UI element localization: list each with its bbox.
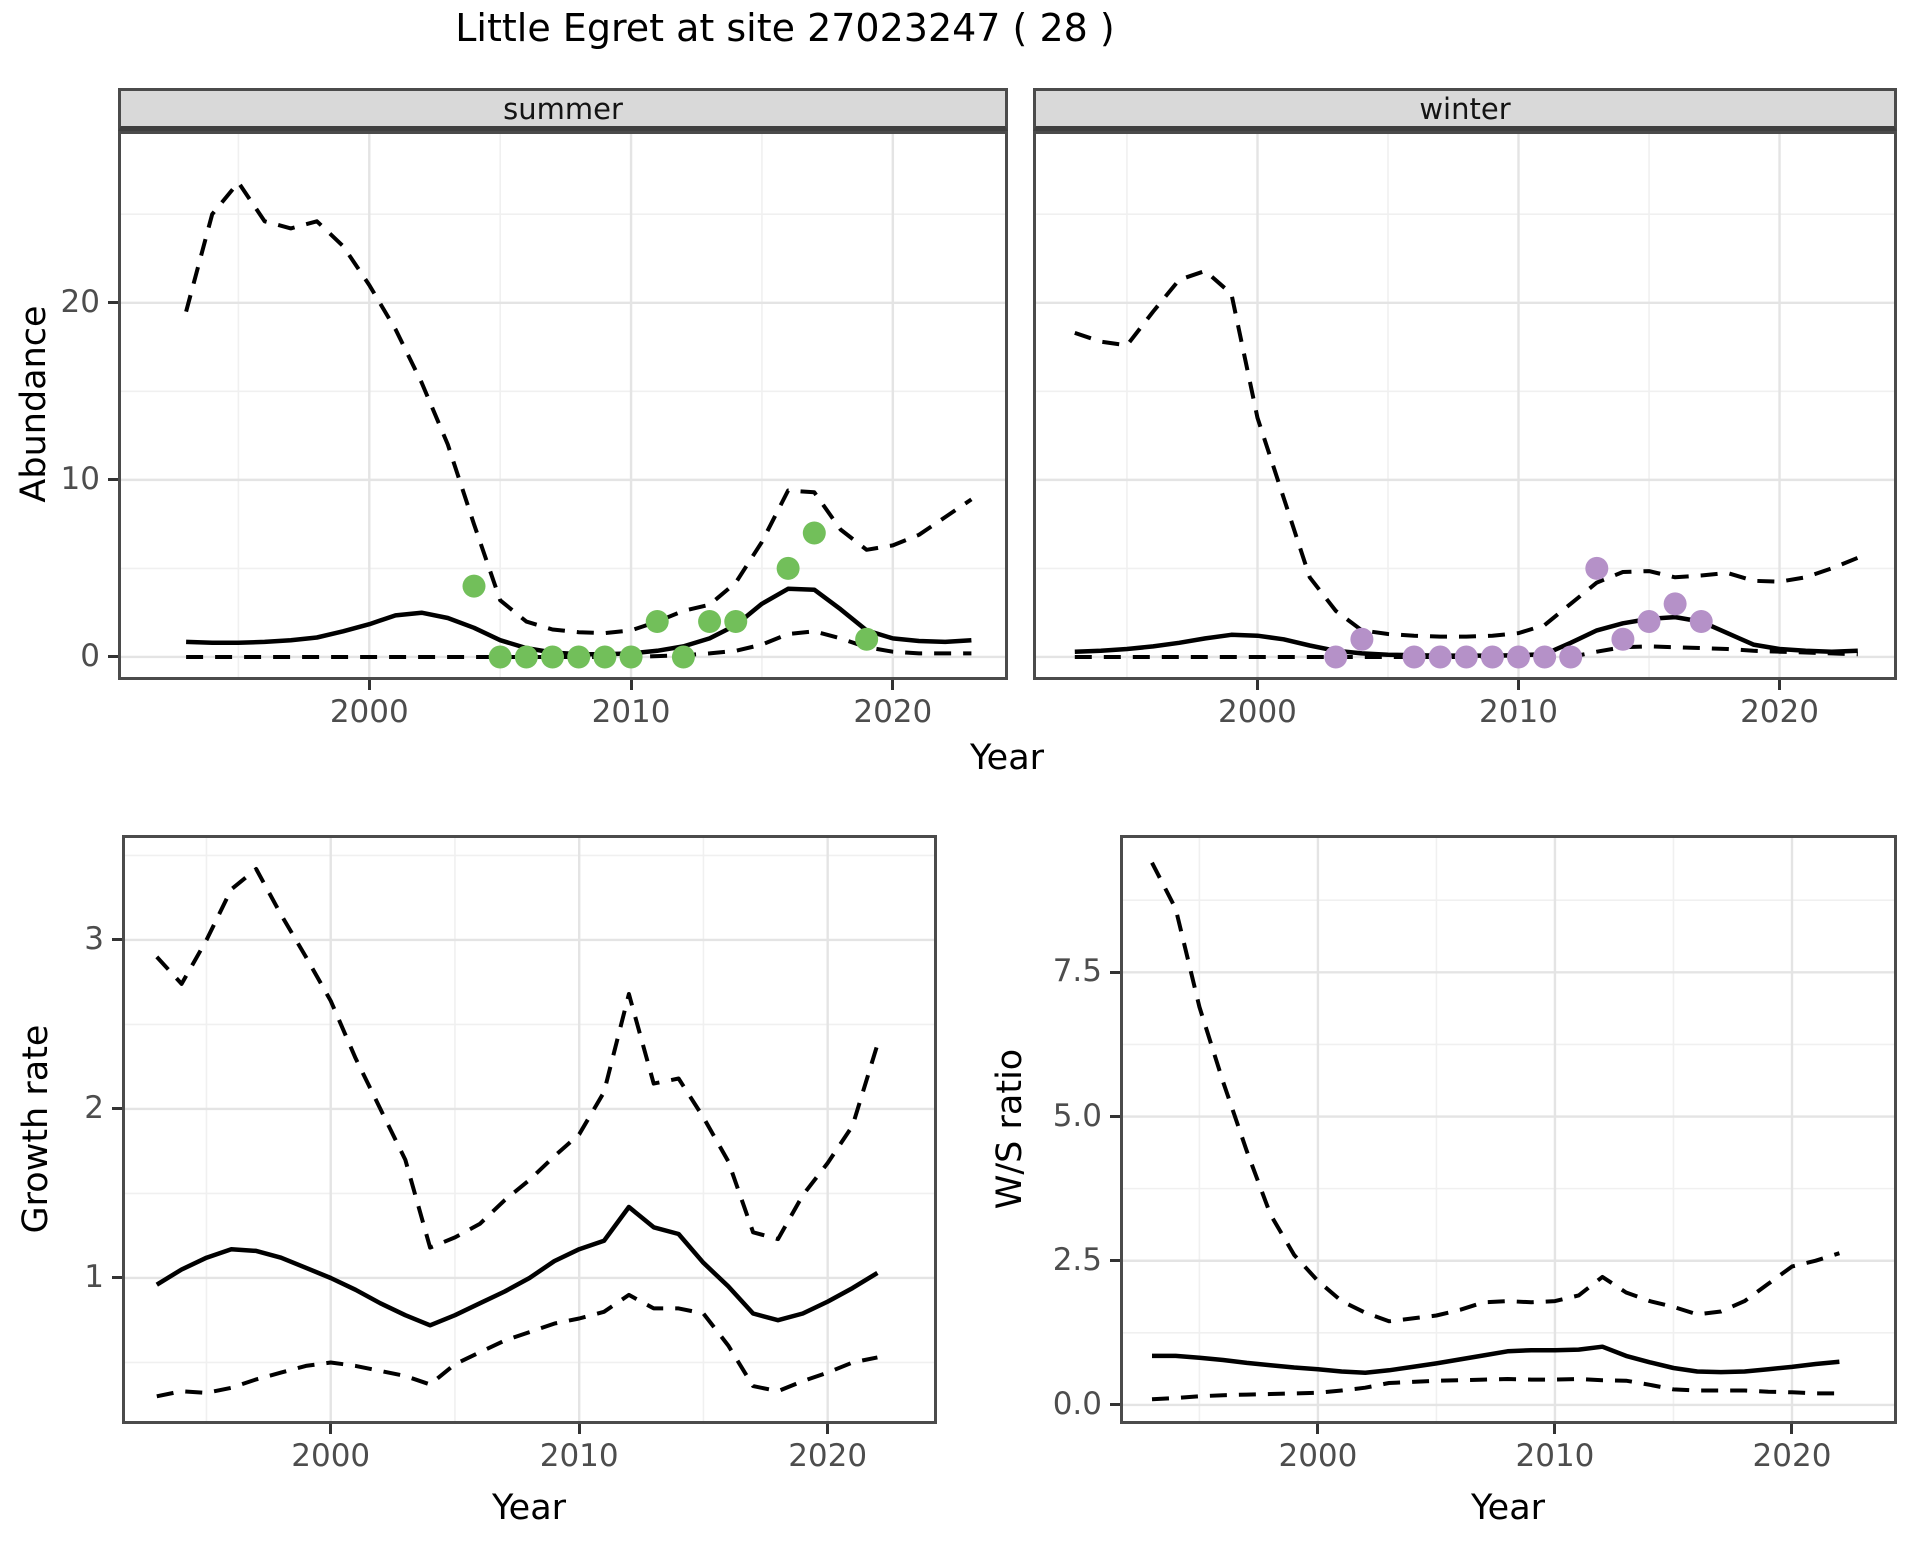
y-tick-label: 7.5 (1052, 953, 1102, 990)
y-tick-label: 3 (84, 920, 104, 957)
facet-strip-summer: summer (118, 88, 1008, 131)
data-point (1402, 645, 1426, 669)
series-fit-line (155, 1204, 879, 1328)
y-tick-mark (112, 1276, 122, 1280)
y-tick-label: 5.0 (1052, 1097, 1102, 1134)
y-tick-mark (108, 301, 118, 305)
data-point (1350, 627, 1374, 651)
y-tick-label: 10 (60, 460, 100, 497)
data-point (1428, 645, 1452, 669)
y-tick-mark (1110, 1403, 1120, 1407)
y-tick-label: 2 (84, 1089, 104, 1126)
series-upper-ci-line (1074, 268, 1859, 639)
series-upper-ci-line (184, 180, 973, 636)
data-point (698, 610, 722, 634)
x-tick-label: 2010 (591, 694, 671, 730)
x-tick-label: 2000 (291, 1438, 371, 1474)
x-tick-label: 2010 (539, 1438, 619, 1474)
data-point (619, 645, 643, 669)
panel-abundance-winter (1033, 131, 1897, 680)
x-tick-label: 2000 (1278, 1438, 1358, 1474)
x-tick-label: 2020 (788, 1438, 868, 1474)
data-point (1585, 556, 1609, 580)
facet-strip-winter-label: winter (1419, 91, 1511, 126)
data-point (1324, 645, 1348, 669)
x-axis-label-year-top: Year (969, 738, 1045, 778)
data-point (776, 556, 800, 580)
x-tick-label: 2020 (1740, 694, 1819, 730)
data-point (724, 610, 748, 634)
data-point (1689, 610, 1713, 634)
x-tick-mark (577, 1424, 581, 1434)
y-tick-mark (1110, 1115, 1120, 1119)
x-tick-mark (1790, 1424, 1794, 1434)
x-tick-label: 2010 (1479, 694, 1558, 730)
x-tick-label: 2020 (853, 694, 933, 730)
y-tick-mark (108, 655, 118, 659)
x-tick-mark (1255, 680, 1259, 690)
series-lower-ci-line (1151, 1377, 1840, 1402)
x-tick-mark (1778, 680, 1782, 690)
data-point (593, 645, 617, 669)
data-point (1663, 592, 1687, 616)
plot-title: Little Egret at site 27023247 ( 28 ) (455, 6, 1115, 50)
x-tick-mark (329, 1424, 333, 1434)
y-axis-label-growth-rate: Growth rate (16, 1024, 56, 1234)
panel-ws-ratio (1120, 835, 1897, 1424)
x-tick-mark (1517, 680, 1520, 690)
data-point (1507, 645, 1531, 669)
x-tick-mark (629, 680, 633, 690)
data-point (567, 645, 591, 669)
series-upper-ci-line (1150, 861, 1841, 1324)
x-tick-mark (891, 680, 895, 690)
x-axis-label-year-growth: Year (491, 1488, 567, 1528)
x-tick-label: 2010 (1515, 1438, 1595, 1474)
data-point (1480, 645, 1504, 669)
data-point (645, 610, 669, 634)
y-tick-mark (112, 1107, 122, 1111)
data-point (514, 645, 538, 669)
data-point (541, 645, 565, 669)
y-tick-label: 1 (84, 1258, 104, 1295)
y-tick-mark (108, 478, 118, 482)
series-fit-line (1152, 1344, 1840, 1375)
data-point (802, 521, 826, 545)
x-tick-label: 2000 (1218, 694, 1297, 730)
x-tick-mark (367, 680, 371, 690)
x-tick-label: 2020 (1752, 1438, 1832, 1474)
panel-abundance-summer (118, 131, 1008, 680)
series-lower-ci-line (156, 1292, 878, 1399)
y-tick-mark (1110, 970, 1120, 974)
x-tick-mark (1553, 1424, 1557, 1434)
facet-strip-winter: winter (1033, 88, 1897, 131)
facet-strip-summer-label: summer (503, 91, 623, 126)
x-tick-mark (826, 1424, 830, 1434)
y-tick-label: 0 (80, 637, 100, 674)
panel-border (122, 835, 937, 1424)
data-point (1637, 610, 1661, 634)
data-point (1454, 645, 1478, 669)
x-tick-mark (1316, 1424, 1320, 1434)
y-tick-label: 2.5 (1052, 1241, 1102, 1278)
data-point (855, 627, 879, 651)
panel-border (1033, 131, 1897, 680)
x-axis-label-year-ws: Year (1470, 1488, 1546, 1528)
data-point (671, 645, 695, 669)
data-point (1533, 645, 1557, 669)
data-point (488, 645, 512, 669)
data-point (1559, 645, 1583, 669)
series-upper-ci-line (155, 867, 880, 1250)
panel-border (118, 131, 1008, 680)
x-tick-label: 2000 (329, 694, 409, 730)
panel-growth-rate (122, 835, 937, 1424)
y-tick-mark (1110, 1259, 1120, 1263)
panel-border (1120, 835, 1897, 1424)
y-tick-label: 20 (60, 283, 100, 320)
y-tick-label: 0.0 (1052, 1385, 1102, 1422)
y-tick-mark (112, 938, 122, 942)
data-point (462, 574, 486, 598)
data-point (1611, 627, 1635, 651)
